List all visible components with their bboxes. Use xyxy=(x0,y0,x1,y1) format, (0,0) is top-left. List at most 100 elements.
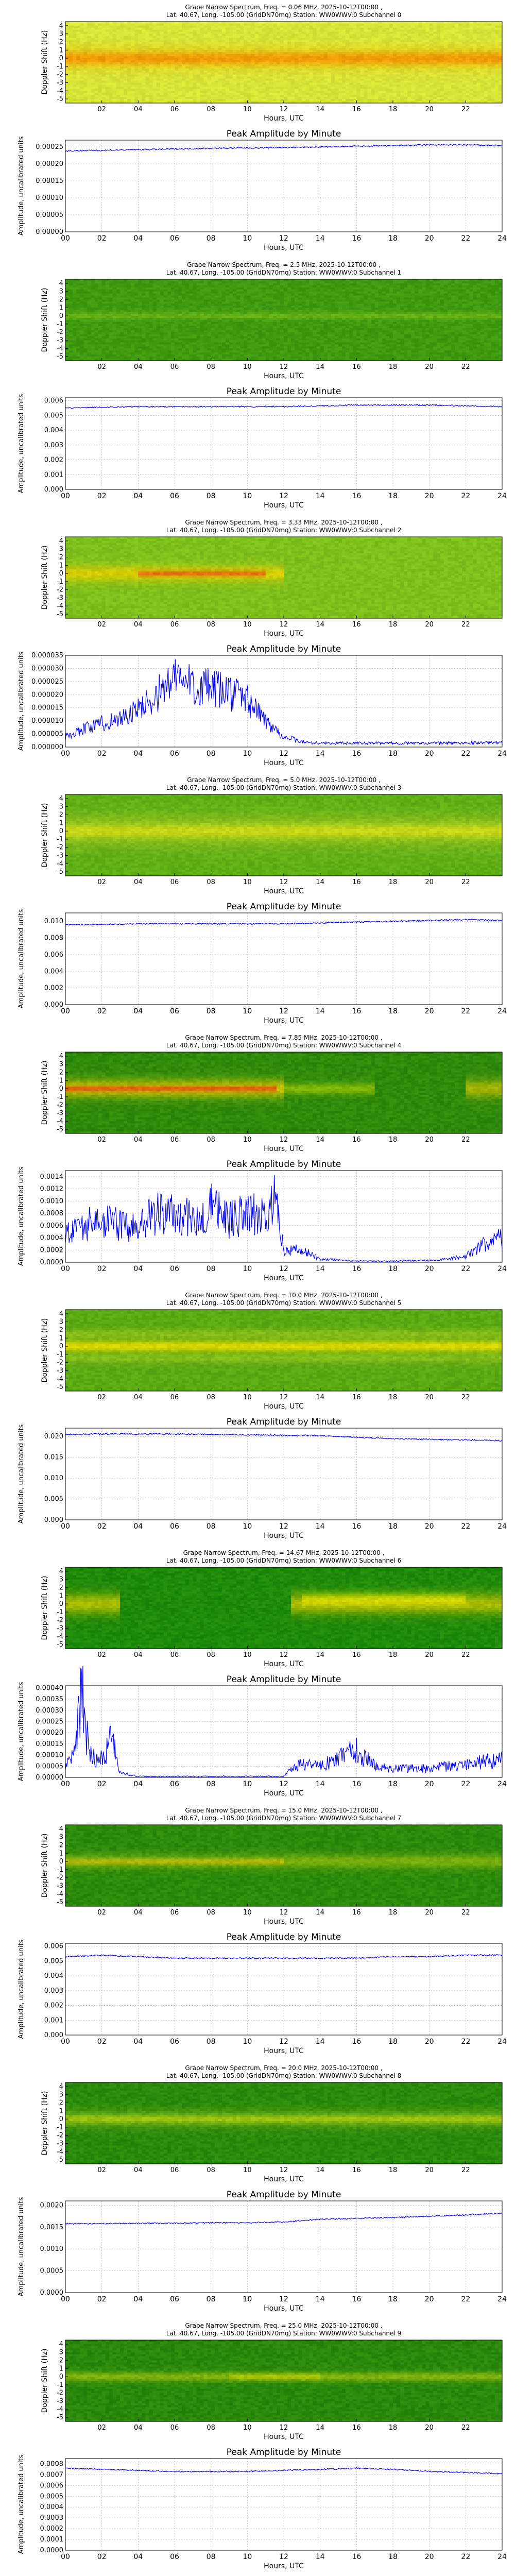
heatmap-cell xyxy=(189,89,193,91)
heatmap-cell xyxy=(338,68,342,71)
heatmap-cell xyxy=(120,68,124,71)
heatmap-cell xyxy=(229,89,233,91)
heatmap-cell xyxy=(476,36,481,39)
heatmap-cell xyxy=(207,54,212,57)
heatmap-cell xyxy=(484,97,488,99)
heatmap-cell xyxy=(494,99,499,101)
heatmap-cell xyxy=(152,56,157,59)
heatmap-cell xyxy=(378,31,383,35)
heatmap-cell xyxy=(280,54,284,57)
heatmap-cell xyxy=(498,31,503,35)
heatmap-cell xyxy=(346,87,350,89)
heatmap-cell xyxy=(422,46,426,48)
heatmap-cell xyxy=(462,46,466,48)
heatmap-cell xyxy=(389,48,393,50)
heatmap-cell xyxy=(295,58,299,61)
y-tick-label: 0.00005 xyxy=(36,211,63,219)
heatmap-cell xyxy=(240,62,244,65)
heatmap-cell xyxy=(73,38,77,41)
heatmap-cell xyxy=(131,89,135,91)
heatmap-cell xyxy=(196,27,201,30)
heatmap-cell xyxy=(393,78,397,81)
heatmap-cell xyxy=(73,42,77,45)
heatmap-cell xyxy=(349,42,353,45)
heatmap-cell xyxy=(203,46,208,48)
heatmap-cell xyxy=(65,308,70,310)
heatmap-cell xyxy=(65,25,70,28)
heatmap-cell xyxy=(167,58,171,61)
heatmap-cell xyxy=(254,95,259,97)
heatmap-cell xyxy=(160,93,164,95)
heatmap-cell xyxy=(316,89,321,91)
heatmap-cell xyxy=(145,29,150,32)
heatmap-cell xyxy=(218,72,222,75)
heatmap-cell xyxy=(200,84,204,87)
heatmap-cell xyxy=(152,62,157,65)
heatmap-cell xyxy=(425,74,430,77)
heatmap-cell xyxy=(149,56,153,59)
heatmap-cell xyxy=(418,23,423,26)
heatmap-cell xyxy=(462,54,466,57)
heatmap-cell xyxy=(236,64,241,67)
heatmap-cell xyxy=(284,54,288,57)
heatmap-cell xyxy=(302,48,306,50)
heatmap-cell xyxy=(440,62,444,65)
heatmap-cell xyxy=(152,91,157,93)
heatmap-cell xyxy=(149,78,153,81)
heatmap-cell xyxy=(458,93,462,95)
heatmap-cell xyxy=(134,78,139,81)
heatmap-cell xyxy=(105,66,110,69)
heatmap-cell xyxy=(415,42,419,45)
heatmap-cell xyxy=(262,78,266,81)
heatmap-cell xyxy=(367,56,372,59)
heatmap-cell xyxy=(356,97,360,99)
heatmap-cell xyxy=(313,31,317,35)
heatmap-cell xyxy=(295,62,299,65)
heatmap-cell xyxy=(284,40,288,43)
heatmap-cell xyxy=(487,58,492,61)
x-tick-label: 22 xyxy=(461,234,470,243)
heatmap-cell xyxy=(236,62,241,65)
heatmap-cell xyxy=(87,38,92,41)
heatmap-cell xyxy=(440,48,444,50)
heatmap-cell xyxy=(149,29,153,32)
heatmap-cell xyxy=(101,76,106,79)
heatmap-cell xyxy=(211,40,215,43)
heatmap-cell xyxy=(397,33,401,37)
heatmap-cell xyxy=(313,89,317,91)
heatmap-cell xyxy=(265,36,270,39)
heatmap-cell xyxy=(360,72,365,75)
heatmap-cell xyxy=(487,46,492,48)
heatmap-cell xyxy=(378,80,383,83)
heatmap-cell xyxy=(105,50,110,53)
heatmap-cell xyxy=(193,76,197,79)
heatmap-cell xyxy=(425,66,430,69)
heatmap-cell xyxy=(342,68,346,71)
heatmap-cell xyxy=(211,52,215,55)
heatmap-cell xyxy=(458,78,462,81)
heatmap-cell xyxy=(251,99,255,101)
heatmap-cell xyxy=(385,29,390,32)
heatmap-cell xyxy=(385,25,390,28)
heatmap-cell xyxy=(185,46,190,48)
heatmap-cell xyxy=(207,68,212,71)
heatmap-cell xyxy=(83,99,88,101)
heatmap-cell xyxy=(69,84,73,87)
heatmap-cell xyxy=(203,38,208,41)
heatmap-cell xyxy=(316,97,321,99)
heatmap-cell xyxy=(76,99,80,101)
heatmap-cell xyxy=(371,22,375,24)
heatmap-cell xyxy=(112,38,117,41)
heatmap-cell xyxy=(491,74,495,77)
heatmap-cell xyxy=(484,68,488,71)
heatmap-cell xyxy=(487,29,492,32)
heatmap-cell xyxy=(69,68,73,71)
heatmap-cell xyxy=(448,78,452,81)
heatmap-cell xyxy=(487,72,492,75)
heatmap-cell xyxy=(491,54,495,57)
heatmap-cell xyxy=(385,93,390,95)
heatmap-cell xyxy=(262,29,266,32)
heatmap-cell xyxy=(269,62,273,65)
heatmap-cell xyxy=(189,62,193,65)
heatmap-cell xyxy=(448,97,452,99)
